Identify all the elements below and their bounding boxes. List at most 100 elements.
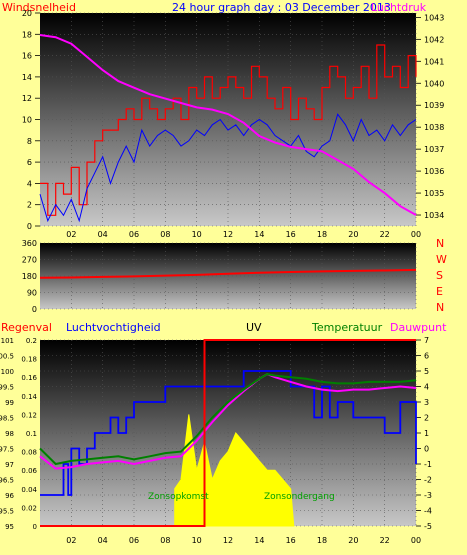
humidity-label: Luchtvochtigheid <box>66 321 161 334</box>
series-dewpoint <box>39 372 417 470</box>
x-tick-label: 12 <box>223 230 233 239</box>
x-tick-label: 08 <box>160 536 170 545</box>
series-gust <box>40 44 417 216</box>
y-tick-label: 6 <box>27 158 32 167</box>
y-tick-label: 18 <box>22 30 32 39</box>
series-pressure <box>39 34 417 216</box>
temp-tick-label: 5 <box>424 367 429 376</box>
y-right-tick-label: 1043 <box>424 13 444 22</box>
humidity-tick-label: 95.5 <box>0 508 14 516</box>
wind-speed-axis: 0 2 4 6 8 10 12 14 16 18 20 <box>22 9 40 231</box>
y-right-tick-label: 1039 <box>424 101 444 110</box>
wind-pressure-series <box>39 34 417 223</box>
x-tick-label: 10 <box>192 536 202 545</box>
rain-tick-label: 0 <box>33 523 37 531</box>
x-tick-label: 06 <box>129 230 139 239</box>
x-tick-label: 16 <box>286 536 296 545</box>
y-right-tick-label: 1034 <box>424 211 444 220</box>
x-tick-label: 00 <box>411 536 421 545</box>
x-tick-label: 02 <box>66 230 76 239</box>
series-humidity <box>40 370 417 496</box>
sunrise-label: Zonsopkomst <box>148 492 209 502</box>
x-tick-label: 08 <box>160 230 170 239</box>
x-tick-label: 18 <box>317 230 327 239</box>
x-tick-label: 10 <box>192 230 202 239</box>
rain-tick-label: 0.16 <box>21 374 37 382</box>
temp-tick-label: 4 <box>424 383 429 392</box>
y-right-tick-label: 1036 <box>424 167 444 176</box>
x-tick-label: 04 <box>98 536 108 545</box>
humidity-tick-label: 100.5 <box>0 353 14 361</box>
rain-tick-label: 0.04 <box>21 486 37 494</box>
x-tick-label: 20 <box>348 230 358 239</box>
y-tick-label: 10 <box>22 116 32 125</box>
y-tick-label: 180 <box>22 272 37 281</box>
humidity-tick-label: 95 <box>5 523 14 531</box>
graph-title: 24 hour graph day : 03 December 2013 <box>172 1 391 14</box>
temperature-axis: -5 -4 -3 -2 -1 0 1 2 3 4 5 6 7 <box>416 336 432 531</box>
series-temperature <box>39 373 417 466</box>
temp-tick-label: 1 <box>424 429 429 438</box>
sunset-label: Zonsondergang <box>264 492 335 502</box>
compass-label: N <box>436 237 444 250</box>
temp-tick-label: 2 <box>424 414 429 423</box>
temp-tick-label: -4 <box>424 507 432 516</box>
y-tick-label: 14 <box>22 73 32 82</box>
compass-label: W <box>436 253 447 266</box>
compass-label: S <box>436 269 443 282</box>
wind-pressure-x-axis: 02 04 06 08 10 12 14 16 18 20 22 00 <box>66 230 421 239</box>
y-tick-label: 0 <box>32 305 37 314</box>
temp-tick-label: 6 <box>424 352 429 361</box>
series-wind-direction <box>39 268 417 279</box>
rain-tick-label: 0.18 <box>21 356 37 364</box>
humidity-tick-label: 96 <box>5 492 14 500</box>
y-tick-label: 270 <box>22 256 37 265</box>
wind-direction-axis: 0 90 180 270 360 <box>22 239 37 314</box>
humidity-tick-label: 101 <box>1 337 14 345</box>
y-tick-label: 12 <box>22 94 32 103</box>
pressure-label: Luchtdruk <box>371 1 427 14</box>
y-tick-label: 0 <box>27 222 32 231</box>
humidity-tick-label: 96.5 <box>0 477 14 485</box>
humidity-tick-label: 97 <box>5 461 14 469</box>
y-right-tick-label: 1038 <box>424 123 444 132</box>
temp-tick-label: 3 <box>424 398 429 407</box>
y-right-tick-label: 1040 <box>424 79 444 88</box>
compass-label: N <box>436 301 444 314</box>
rain-axis: 0 0.02 0.04 0.06 0.08 0.1 0.12 0.14 0.16 0.18 0.2 <box>21 337 37 531</box>
temp-tick-label: 7 <box>424 336 429 345</box>
x-tick-label: 00 <box>411 230 421 239</box>
wind-direction-series <box>39 268 417 279</box>
y-right-tick-label: 1041 <box>424 57 444 66</box>
uv-label: UV <box>246 321 262 334</box>
rain-label: Regenval <box>1 321 52 334</box>
y-tick-label: 16 <box>22 52 32 61</box>
humidity-tick-label: 99 <box>5 399 14 407</box>
y-tick-label: 90 <box>27 289 37 298</box>
temp-tick-label: -1 <box>424 460 432 469</box>
rain-tick-label: 0.1 <box>26 430 37 438</box>
y-tick-label: 360 <box>22 239 37 248</box>
rain-tick-label: 0.02 <box>21 504 37 512</box>
series-wind-speed <box>39 113 417 223</box>
rain-tick-label: 0.06 <box>21 467 37 475</box>
pressure-axis: 1034 1035 1036 1037 1038 1039 1040 1041 1042 1043 <box>416 13 444 220</box>
x-tick-label: 18 <box>317 536 327 545</box>
x-tick-label: 04 <box>98 230 108 239</box>
humidity-temperature-series <box>39 339 417 527</box>
temp-tick-label: -3 <box>424 491 432 500</box>
x-tick-label: 16 <box>286 230 296 239</box>
x-tick-label: 20 <box>348 536 358 545</box>
y-tick-label: 2 <box>27 201 32 210</box>
dewpoint-label: Dauwpunt <box>390 321 447 334</box>
x-tick-label: 06 <box>129 536 139 545</box>
humidity-tick-label: 100 <box>1 368 14 376</box>
x-tick-label: 22 <box>380 230 390 239</box>
wind-speed-label: Windsnelheid <box>2 1 76 14</box>
y-right-tick-label: 1037 <box>424 145 444 154</box>
temperature-label: Temperatuur <box>311 321 383 334</box>
y-tick-label: 20 <box>22 9 32 18</box>
x-tick-label: 14 <box>254 536 264 545</box>
